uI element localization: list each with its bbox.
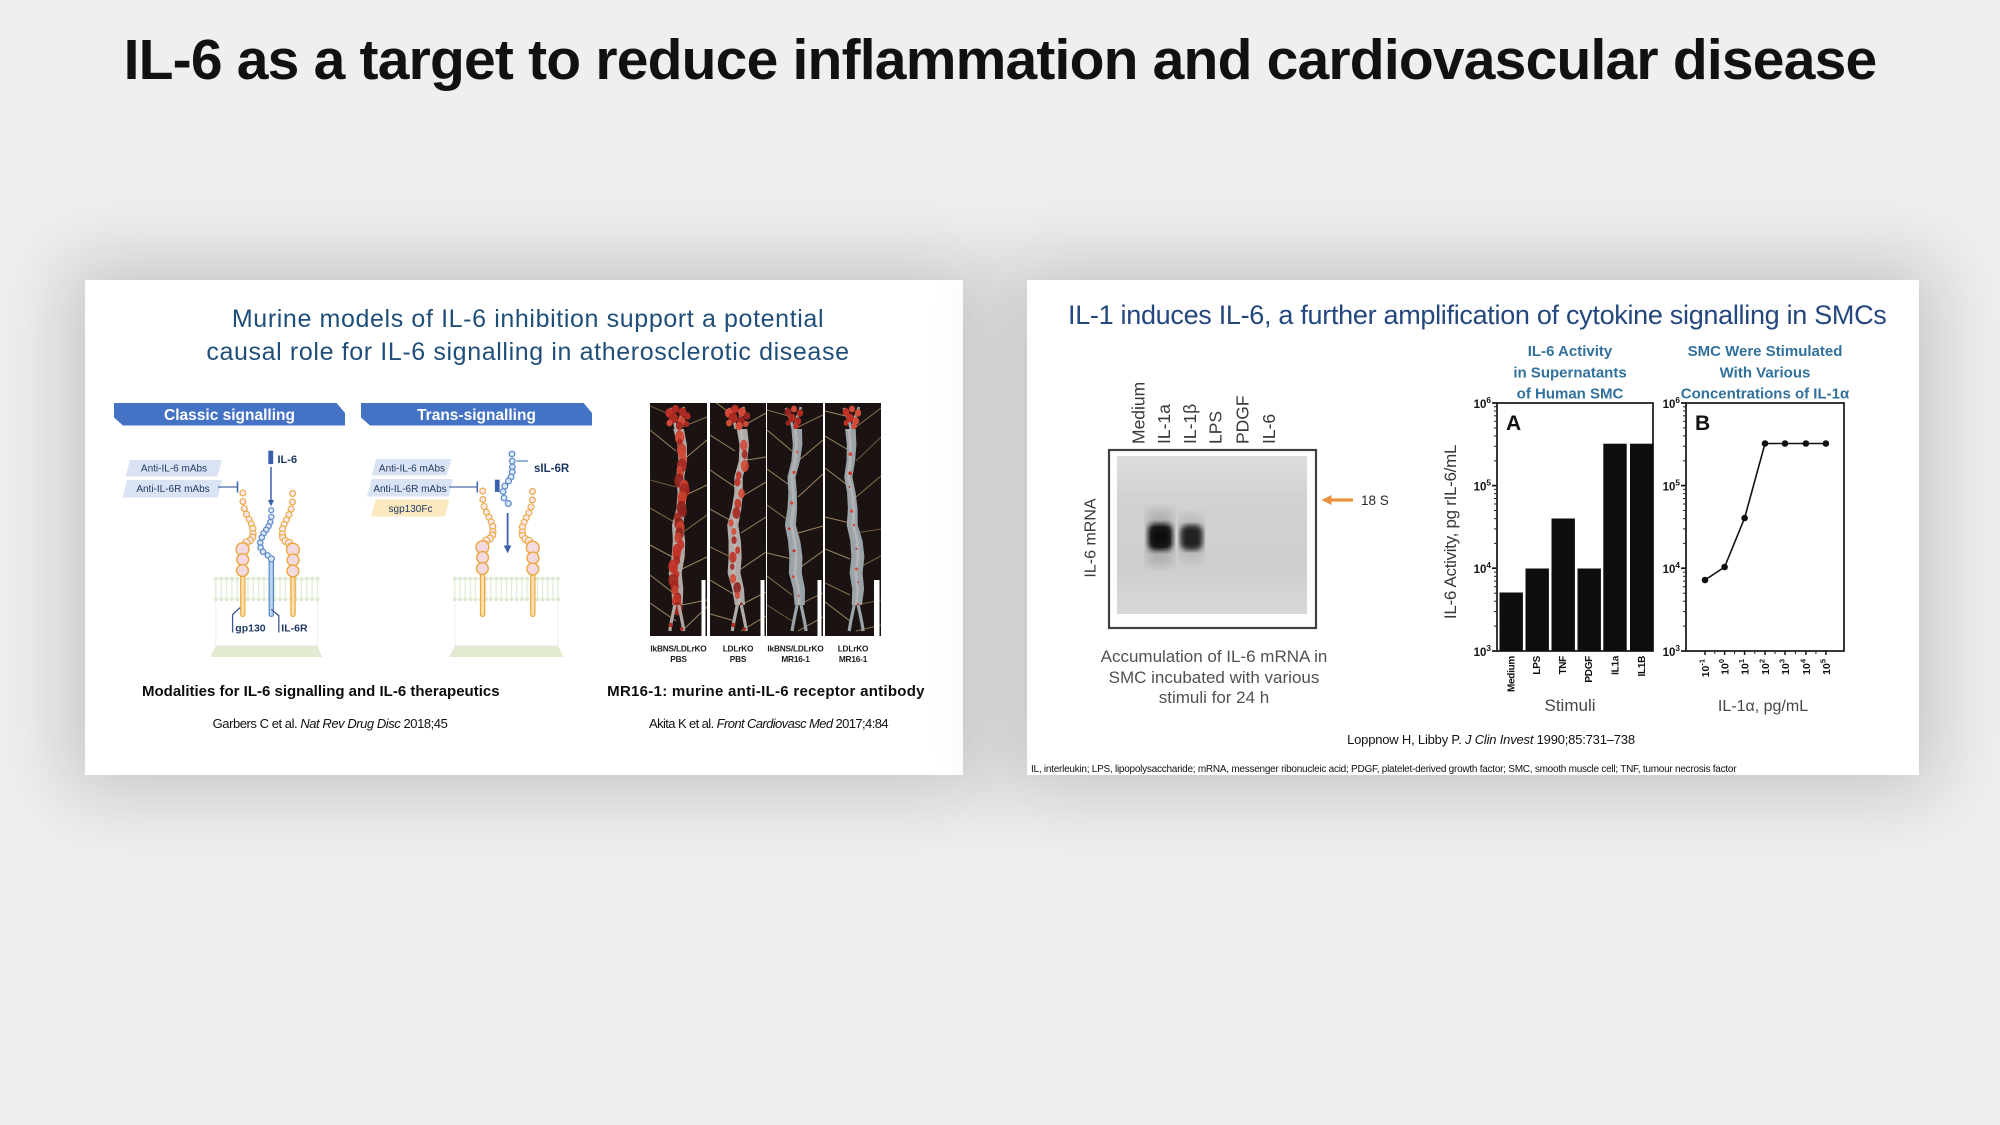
svg-text:IkBNS/LDLrKO: IkBNS/LDLrKO	[767, 644, 824, 654]
svg-text:Anti-IL-6 mAbs: Anti-IL-6 mAbs	[379, 464, 445, 475]
svg-text:102: 102	[1758, 659, 1773, 675]
svg-text:IL-6: IL-6	[1259, 414, 1279, 444]
svg-text:Concentrations of IL-1α: Concentrations of IL-1α	[1681, 386, 1850, 403]
svg-text:LPS: LPS	[1206, 411, 1226, 444]
svg-text:PDGF: PDGF	[1584, 656, 1595, 683]
svg-text:10-1: 10-1	[1698, 659, 1713, 677]
svg-text:Medium: Medium	[1507, 656, 1518, 692]
svg-text:Stimuli: Stimuli	[1544, 696, 1595, 715]
svg-text:IL-1α, pg/mL: IL-1α, pg/mL	[1718, 698, 1808, 715]
svg-text:104: 104	[1663, 560, 1681, 576]
svg-text:IL-6: IL-6	[278, 454, 298, 466]
svg-text:With Various: With Various	[1720, 365, 1811, 382]
svg-text:103: 103	[1778, 659, 1793, 675]
svg-text:Anti-IL-6R mAbs: Anti-IL-6R mAbs	[373, 484, 446, 495]
svg-text:PBS: PBS	[730, 654, 747, 664]
svg-text:104: 104	[1474, 560, 1492, 576]
svg-text:LPS: LPS	[1532, 655, 1543, 674]
svg-text:in Supernatants: in Supernatants	[1513, 365, 1626, 382]
svg-text:Classic signalling: Classic signalling	[164, 407, 295, 424]
svg-text:101: 101	[1737, 659, 1752, 675]
svg-text:IL-6 mRNA: IL-6 mRNA	[1083, 498, 1100, 577]
svg-text:100: 100	[1717, 659, 1732, 675]
svg-text:104: 104	[1798, 658, 1813, 675]
svg-text:IL1B: IL1B	[1637, 656, 1648, 677]
svg-text:106: 106	[1474, 395, 1492, 411]
svg-text:IL-1a: IL-1a	[1154, 404, 1174, 444]
svg-text:18 S: 18 S	[1361, 493, 1389, 508]
svg-text:PBS: PBS	[670, 654, 687, 664]
svg-text:gp130: gp130	[235, 622, 266, 634]
svg-text:Trans-signalling: Trans-signalling	[417, 407, 536, 424]
svg-text:103: 103	[1474, 643, 1492, 659]
svg-text:sgp130Fc: sgp130Fc	[389, 504, 433, 515]
svg-text:LDLrKO: LDLrKO	[838, 644, 869, 654]
svg-text:105: 105	[1818, 659, 1833, 675]
svg-text:MR16-1: MR16-1	[839, 654, 868, 664]
svg-text:103: 103	[1663, 643, 1681, 659]
svg-text:B: B	[1695, 412, 1710, 435]
svg-text:105: 105	[1474, 477, 1492, 493]
svg-text:IkBNS/LDLrKO: IkBNS/LDLrKO	[650, 644, 707, 654]
svg-text:Anti-IL-6R mAbs: Anti-IL-6R mAbs	[136, 484, 209, 495]
svg-text:IL-6R: IL-6R	[281, 622, 308, 634]
svg-text:TNF: TNF	[1558, 656, 1569, 675]
svg-text:105: 105	[1663, 477, 1681, 493]
svg-text:IL1a: IL1a	[1611, 655, 1622, 675]
svg-text:IL-6 Activity, pg rIL-6/mL: IL-6 Activity, pg rIL-6/mL	[1441, 445, 1460, 619]
svg-text:LDLrKO: LDLrKO	[723, 644, 754, 654]
svg-text:106: 106	[1663, 395, 1681, 411]
svg-text:SMC Were Stimulated: SMC Were Stimulated	[1688, 343, 1843, 360]
svg-text:A: A	[1506, 412, 1521, 435]
svg-text:sIL-6R: sIL-6R	[534, 463, 570, 475]
svg-text:IL-1β: IL-1β	[1180, 404, 1200, 444]
svg-text:Medium: Medium	[1129, 382, 1149, 444]
svg-text:Anti-IL-6 mAbs: Anti-IL-6 mAbs	[141, 464, 207, 475]
svg-text:MR16-1: MR16-1	[781, 654, 810, 664]
svg-text:of Human SMC: of Human SMC	[1517, 386, 1624, 403]
svg-text:PDGF: PDGF	[1233, 395, 1253, 444]
svg-text:IL-6 Activity: IL-6 Activity	[1528, 343, 1613, 360]
